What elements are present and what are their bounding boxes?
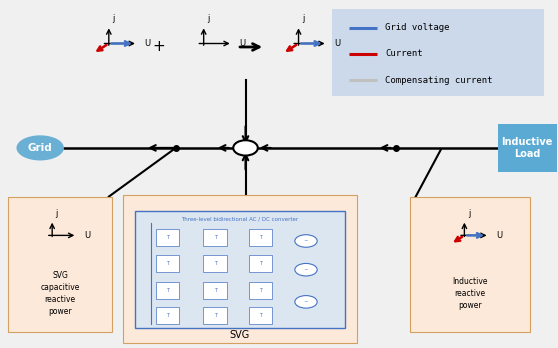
- FancyBboxPatch shape: [249, 307, 272, 324]
- Text: Grid voltage: Grid voltage: [385, 23, 450, 32]
- FancyBboxPatch shape: [156, 282, 179, 299]
- FancyBboxPatch shape: [249, 229, 272, 246]
- Text: T: T: [214, 288, 217, 293]
- Text: ~: ~: [304, 238, 309, 244]
- Text: SVG
capacitive
reactive
power: SVG capacitive reactive power: [40, 271, 80, 316]
- Text: U: U: [84, 231, 90, 240]
- FancyBboxPatch shape: [498, 124, 557, 172]
- FancyBboxPatch shape: [135, 211, 345, 328]
- Text: +: +: [153, 39, 165, 55]
- Text: j: j: [468, 209, 470, 218]
- FancyBboxPatch shape: [332, 9, 544, 96]
- Text: U: U: [145, 39, 151, 48]
- Text: j: j: [207, 14, 209, 23]
- Text: Current: Current: [385, 49, 422, 58]
- FancyBboxPatch shape: [204, 255, 227, 272]
- FancyBboxPatch shape: [156, 307, 179, 324]
- Text: Inductive
reactive
power: Inductive reactive power: [453, 277, 488, 310]
- Text: T: T: [214, 261, 217, 267]
- Text: T: T: [259, 235, 262, 240]
- Text: T: T: [166, 261, 169, 267]
- Text: T: T: [259, 288, 262, 293]
- FancyBboxPatch shape: [123, 195, 357, 343]
- Text: T: T: [259, 313, 262, 318]
- Text: ~: ~: [304, 267, 309, 272]
- Text: Inductive
Load: Inductive Load: [502, 137, 553, 159]
- FancyBboxPatch shape: [204, 282, 227, 299]
- FancyBboxPatch shape: [156, 229, 179, 246]
- Text: T: T: [166, 313, 169, 318]
- FancyBboxPatch shape: [249, 255, 272, 272]
- Text: Compensating current: Compensating current: [385, 76, 493, 85]
- Text: T: T: [214, 235, 217, 240]
- Ellipse shape: [16, 135, 64, 160]
- FancyBboxPatch shape: [204, 307, 227, 324]
- Text: SVG: SVG: [230, 330, 250, 340]
- Ellipse shape: [233, 140, 258, 156]
- FancyBboxPatch shape: [156, 255, 179, 272]
- Text: ~: ~: [304, 299, 309, 304]
- Text: j: j: [302, 14, 304, 23]
- Text: U: U: [496, 231, 502, 240]
- Text: T: T: [166, 235, 169, 240]
- Text: U: U: [239, 39, 246, 48]
- Ellipse shape: [295, 295, 317, 308]
- FancyBboxPatch shape: [8, 197, 112, 332]
- Ellipse shape: [295, 235, 317, 247]
- Text: Three-level bidirectional AC / DC converter: Three-level bidirectional AC / DC conver…: [181, 216, 299, 221]
- FancyBboxPatch shape: [410, 197, 530, 332]
- Text: U: U: [334, 39, 340, 48]
- FancyBboxPatch shape: [249, 282, 272, 299]
- Text: T: T: [166, 288, 169, 293]
- Text: Grid: Grid: [28, 143, 52, 153]
- Ellipse shape: [295, 263, 317, 276]
- Text: j: j: [56, 209, 58, 218]
- Text: j: j: [112, 14, 114, 23]
- Text: T: T: [259, 261, 262, 267]
- Text: T: T: [214, 313, 217, 318]
- FancyBboxPatch shape: [204, 229, 227, 246]
